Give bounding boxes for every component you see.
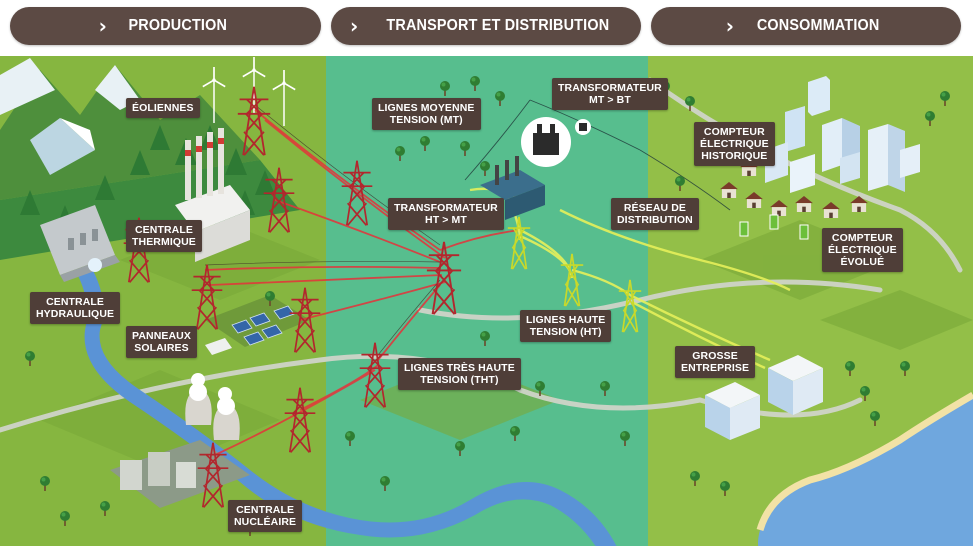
landscape-illustration <box>0 56 973 553</box>
label-centrale-nucleaire: CENTRALE NUCLÉAIRE <box>228 500 303 532</box>
section-tabs: › PRODUCTION › TRANSPORT ET DISTRIBUTION… <box>0 0 973 56</box>
label-reseau-distribution: RÉSEAU DE DISTRIBUTION <box>611 198 699 230</box>
label-centrale-hydraulique: CENTRALE HYDRAULIQUE <box>30 292 121 324</box>
label-transformateur-ht-mt: TRANSFORMATEUR HT > MT <box>388 198 504 230</box>
label-grosse-entreprise: GROSSE ENTREPRISE <box>675 346 756 378</box>
label-transformateur-mt-bt: TRANSFORMATEUR MT > BT <box>552 78 668 110</box>
tab-production-label: PRODUCTION <box>128 17 227 34</box>
label-panneaux-solaires: PANNEAUX SOLAIRES <box>126 326 197 358</box>
chevron-right-icon: › <box>350 14 359 38</box>
label-lignes-tres-haute-tension: LIGNES TRÈS HAUTE TENSION (THT) <box>398 358 521 390</box>
tab-consommation-label: CONSOMMATION <box>756 17 880 34</box>
label-lignes-moyenne-tension: LIGNES MOYENNE TENSION (MT) <box>372 98 481 130</box>
label-lignes-haute-tension: LIGNES HAUTE TENSION (HT) <box>520 310 612 342</box>
tab-transport-label: TRANSPORT ET DISTRIBUTION <box>386 17 610 34</box>
chevron-right-icon: › <box>98 14 107 38</box>
tab-consommation[interactable]: › CONSOMMATION <box>651 7 961 45</box>
label-compteur-evolue: COMPTEUR ÉLECTRIQUE ÉVOLUÉ <box>822 228 903 272</box>
tab-transport[interactable]: › TRANSPORT ET DISTRIBUTION <box>331 7 641 45</box>
label-eoliennes: ÉOLIENNES <box>126 98 200 118</box>
chevron-right-icon: › <box>725 14 734 38</box>
label-compteur-historique: COMPTEUR ÉLECTRIQUE HISTORIQUE <box>694 122 775 166</box>
label-centrale-thermique: CENTRALE THERMIQUE <box>126 220 202 252</box>
tab-production[interactable]: › PRODUCTION <box>10 7 321 45</box>
